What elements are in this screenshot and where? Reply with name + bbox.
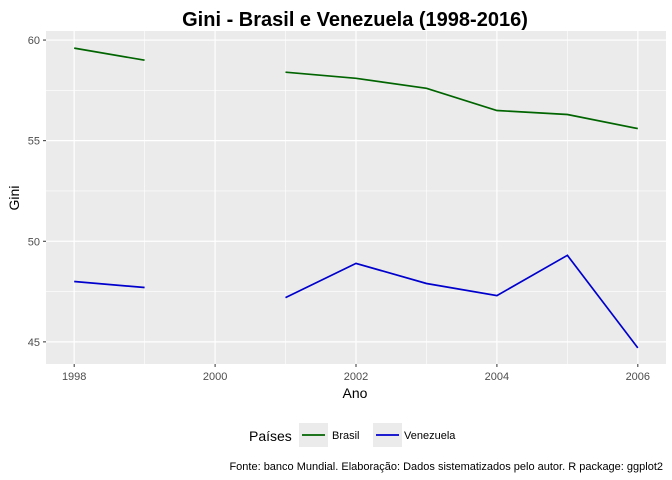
y-tick-label: 60 bbox=[28, 35, 40, 47]
x-tick-label: 2004 bbox=[485, 371, 509, 383]
series-line-brasil bbox=[74, 47, 145, 62]
x-tick-label: 1998 bbox=[62, 371, 86, 383]
legend-label-brasil: Brasil bbox=[332, 430, 360, 442]
major-gridlines bbox=[46, 31, 666, 364]
y-tick-label: 55 bbox=[28, 136, 40, 148]
x-axis-title: Ano bbox=[343, 385, 368, 401]
series-line-brasil bbox=[285, 71, 638, 130]
y-axis-title: Gini bbox=[6, 186, 22, 211]
series-line-venezuela bbox=[74, 280, 145, 289]
x-axis: 1998 2000 2002 2004 2006 bbox=[62, 364, 650, 383]
series-line-venezuela bbox=[285, 254, 639, 349]
y-tick-label: 50 bbox=[28, 236, 40, 248]
y-tick-label: 45 bbox=[28, 337, 40, 349]
x-tick-label: 2002 bbox=[344, 371, 368, 383]
chart-caption: Fonte: banco Mundial. Elaboração: Dados … bbox=[229, 461, 663, 473]
legend-title: Países bbox=[249, 428, 292, 444]
chart-title: Gini - Brasil e Venezuela (1998-2016) bbox=[182, 9, 528, 31]
series-lines bbox=[74, 47, 639, 349]
x-tick-label: 2000 bbox=[203, 371, 227, 383]
x-tick-label: 2006 bbox=[626, 371, 650, 383]
legend-label-venezuela: Venezuela bbox=[404, 430, 456, 442]
y-axis: 45 50 55 60 bbox=[28, 35, 46, 349]
legend: Países Brasil Venezuela bbox=[249, 423, 456, 447]
